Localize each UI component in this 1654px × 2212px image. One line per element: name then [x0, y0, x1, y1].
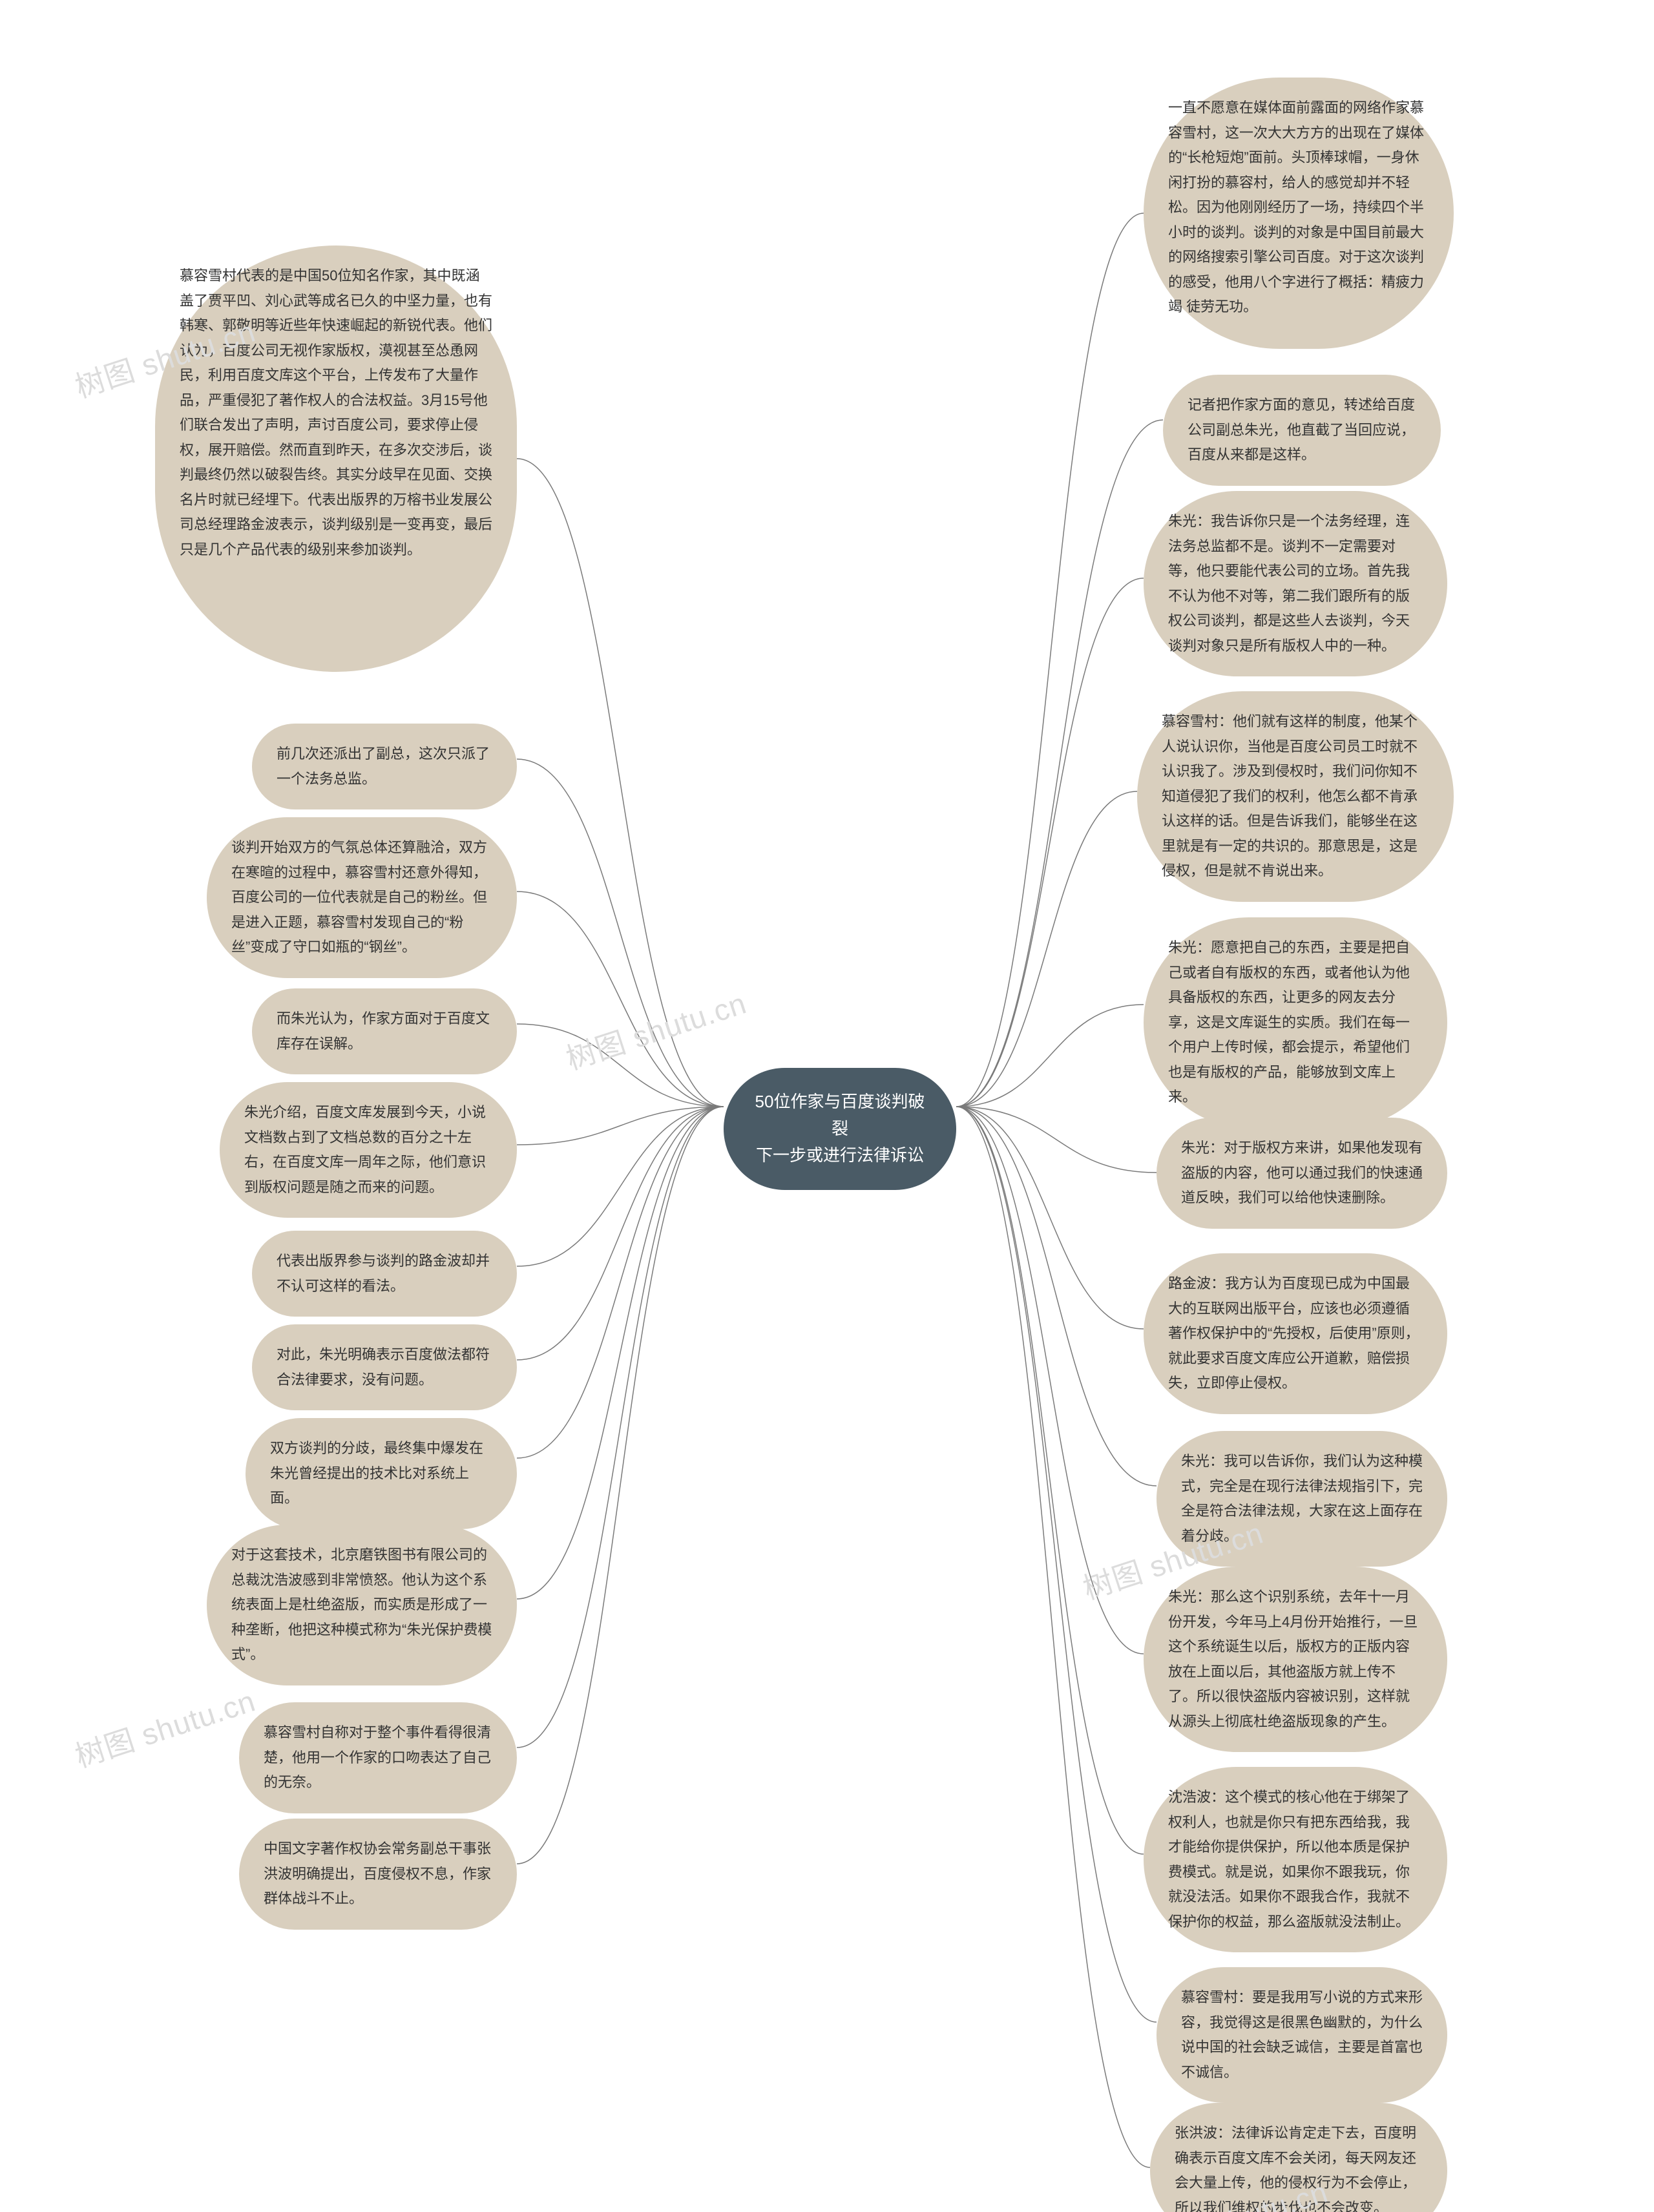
watermark-3: 树图 shutu.cn: [69, 1678, 260, 1776]
left-node-5: 朱光介绍，百度文库发展到今天，小说文档数占到了文档总数的百分之十左右，在百度文库…: [220, 1082, 517, 1218]
right-node-9: 朱光：那么这个识别系统，去年十一月份开发，今年马上4月份开始推行，一旦这个系统诞…: [1144, 1567, 1447, 1752]
left-node-10: 慕容雪村自称对于整个事件看得很清楚，他用一个作家的口吻表达了自己的无奈。: [239, 1702, 517, 1813]
right-node-2: 记者把作家方面的意见，转述给百度公司副总朱光，他直截了当回应说，百度从来都是这样…: [1163, 375, 1441, 486]
right-node-7: 路金波：我方认为百度现已成为中国最大的互联网出版平台，应该也必须遵循著作权保护中…: [1144, 1253, 1447, 1414]
left-node-4: 而朱光认为，作家方面对于百度文库存在误解。: [252, 988, 517, 1074]
center-node: 50位作家与百度谈判破裂下一步或进行法律诉讼: [724, 1068, 956, 1190]
left-node-7: 对此，朱光明确表示百度做法都符合法律要求，没有问题。: [252, 1324, 517, 1410]
left-node-3: 谈判开始双方的气氛总体还算融洽，双方在寒暄的过程中，慕容雪村还意外得知，百度公司…: [207, 817, 517, 978]
left-node-9: 对于这套技术，北京磨铁图书有限公司的总裁沈浩波感到非常愤怒。他认为这个系统表面上…: [207, 1525, 517, 1685]
right-node-5: 朱光：愿意把自己的东西，主要是把自己或者自有版权的东西，或者他认为他具备版权的东…: [1144, 917, 1447, 1128]
right-node-12: 张洪波：法律诉讼肯定走下去，百度明确表示百度文库不会关闭，每天网友还会大量上传，…: [1150, 2103, 1447, 2212]
left-node-8: 双方谈判的分歧，最终集中爆发在朱光曾经提出的技术比对系统上面。: [246, 1418, 517, 1529]
right-node-11: 慕容雪村：要是我用写小说的方式来形容，我觉得这是很黑色幽默的，为什么说中国的社会…: [1157, 1967, 1447, 2103]
right-node-1: 一直不愿意在媒体面前露面的网络作家慕容雪村，这一次大大方方的出现在了媒体的“长枪…: [1144, 78, 1454, 349]
right-node-10: 沈浩波：这个模式的核心他在于绑架了权利人，也就是你只有把东西给我，我才能给你提供…: [1144, 1767, 1447, 1952]
left-node-6: 代表出版界参与谈判的路金波却并不认可这样的看法。: [252, 1231, 517, 1317]
right-node-6: 朱光：对于版权方来讲，如果他发现有盗版的内容，他可以通过我们的快速通道反映，我们…: [1157, 1118, 1447, 1229]
left-node-1: 慕容雪村代表的是中国50位知名作家，其中既涵盖了贾平凹、刘心武等成名已久的中坚力…: [155, 245, 517, 672]
left-node-11: 中国文字著作权协会常务副总干事张洪波明确提出，百度侵权不息，作家群体战斗不止。: [239, 1819, 517, 1930]
watermark-2: 树图 shutu.cn: [560, 980, 751, 1078]
right-node-4: 慕容雪村：他们就有这样的制度，他某个人说认识你，当他是百度公司员工时就不认识我了…: [1137, 691, 1454, 902]
right-node-8: 朱光：我可以告诉你，我们认为这种模式，完全是在现行法律法规指引下，完全是符合法律…: [1157, 1431, 1447, 1567]
left-node-2: 前几次还派出了副总，这次只派了一个法务总监。: [252, 724, 517, 809]
right-node-3: 朱光：我告诉你只是一个法务经理，连法务总监都不是。谈判不一定需要对等，他只要能代…: [1144, 491, 1447, 676]
